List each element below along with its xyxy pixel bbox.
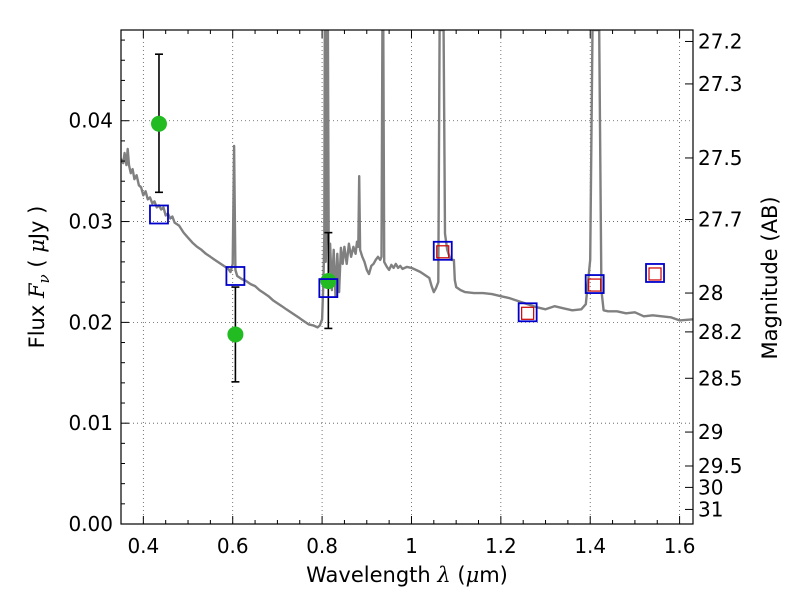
x-tick-label: 0.6 [217,534,249,558]
model-photometry-square [318,278,339,298]
x-axis-label: Wavelength λ (μm) [306,563,508,587]
y2-tick-label: 28 [698,281,723,305]
inner-square [648,267,662,281]
x-tick-label: 0.8 [306,534,338,558]
y2-tick-label: 29 [698,420,723,444]
model-photometry-square [225,266,246,286]
y2-tick-label: 27.2 [698,29,743,53]
observed-point-group [320,231,337,330]
observed-point [320,273,337,290]
model-photometry-square [149,204,169,225]
x-tick-label: 1.2 [485,534,517,558]
inner-square [436,245,450,259]
y-tick-label: 0.04 [68,109,113,133]
grid-lines [121,30,693,525]
y-tick-label: 0.00 [68,512,113,536]
y2-tick-label: 31 [698,497,723,521]
model-photometry-square [645,263,665,283]
observed-point [150,115,167,132]
observed-point [227,326,244,343]
tick-labels: 0.4 0.6 0.8 1 1.2 1.4 1.6 0.00 0.01 0.02 0.03 0.04 2… [68,29,742,558]
y-tick-label: 0.02 [68,310,113,334]
x-tick-label: 1.6 [664,534,696,558]
observed-point-group [227,286,244,383]
y2-tick-label: 28.2 [698,320,743,344]
y2-tick-label: 28.5 [698,366,743,390]
x-tick-label: 1 [405,534,418,558]
y-tick-label: 0.01 [68,411,113,435]
inner-square [588,278,602,292]
y2-tick-label: 27.3 [698,72,743,96]
y2-tick-label: 27.5 [698,146,743,170]
observed-point-group [150,53,167,194]
y2-tick-label: 27.7 [698,208,743,232]
model-photometry-square [584,274,605,294]
model-spectrum-line [121,30,693,329]
y-axis-label: Flux Fν ( μJy ) [25,206,53,349]
x-tick-label: 1.4 [574,534,606,558]
inner-square [521,306,535,320]
x-tick-label: 0.4 [127,534,159,558]
model-photometry-square [432,240,453,261]
model-photometry-square [517,302,538,323]
axis-ticks [120,30,693,525]
y2-tick-label: 29.5 [698,454,743,478]
y-tick-label: 0.03 [68,210,113,234]
plot-area [121,30,693,383]
plot-frame [120,29,694,525]
y2-axis-label: Magnitude (AB) [758,196,782,359]
y2-tick-label: 30 [698,475,723,499]
